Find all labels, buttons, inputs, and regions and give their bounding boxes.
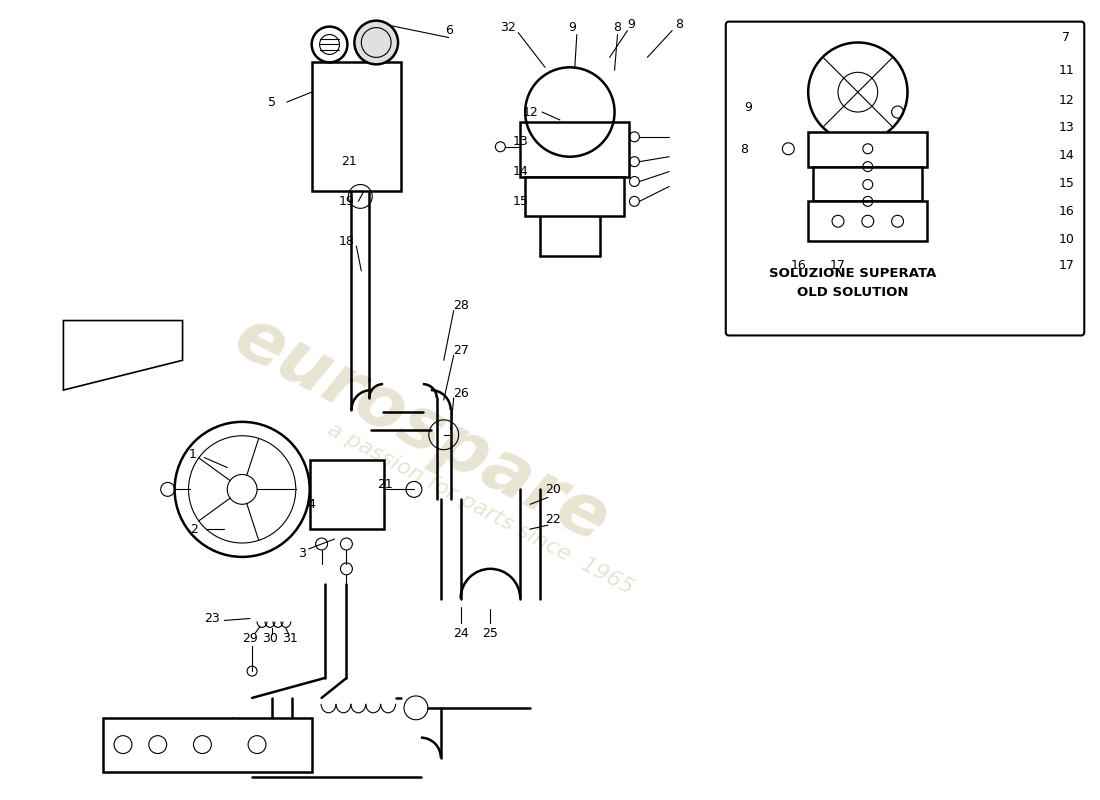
Text: 12: 12 (522, 106, 538, 118)
Bar (311, 62, 402, 191)
Text: 20: 20 (544, 483, 561, 496)
Text: 32: 32 (500, 21, 516, 34)
Text: 21: 21 (341, 155, 358, 168)
Text: 21: 21 (377, 478, 393, 491)
Text: 19: 19 (339, 195, 354, 208)
Text: 6: 6 (444, 24, 452, 37)
Bar (813, 166, 923, 202)
Text: 17: 17 (1058, 259, 1075, 273)
Text: 15: 15 (513, 195, 528, 208)
Text: 8: 8 (739, 143, 748, 156)
Bar (525, 177, 625, 216)
Text: 7: 7 (1063, 31, 1070, 44)
Text: 5: 5 (268, 95, 276, 109)
Text: OLD SOLUTION: OLD SOLUTION (798, 286, 909, 299)
Text: 3: 3 (298, 547, 306, 561)
Text: 26: 26 (453, 386, 469, 399)
Text: 10: 10 (1058, 233, 1075, 246)
Text: 13: 13 (1058, 122, 1075, 134)
Text: 1: 1 (188, 448, 197, 461)
Polygon shape (64, 321, 183, 390)
Text: 28: 28 (453, 299, 469, 312)
Text: 4: 4 (308, 498, 316, 510)
Text: 12: 12 (1058, 94, 1075, 106)
Text: eurospare: eurospare (222, 302, 619, 558)
Text: 25: 25 (483, 627, 498, 640)
Text: 8: 8 (675, 18, 683, 31)
Text: 9: 9 (745, 101, 752, 114)
Circle shape (404, 696, 428, 720)
Bar (310, 459, 384, 529)
Text: 8: 8 (614, 21, 622, 34)
Text: 18: 18 (339, 234, 354, 248)
Circle shape (354, 21, 398, 64)
Text: 14: 14 (1058, 150, 1075, 162)
Text: 13: 13 (513, 135, 528, 148)
Text: a passion for parts since  1965: a passion for parts since 1965 (324, 420, 637, 598)
FancyBboxPatch shape (726, 22, 1085, 335)
Text: 11: 11 (1058, 64, 1075, 77)
Bar (103, 718, 311, 772)
Text: 15: 15 (1058, 177, 1075, 190)
Text: 22: 22 (546, 513, 561, 526)
Bar (808, 132, 927, 166)
Text: 14: 14 (513, 165, 528, 178)
Text: 24: 24 (453, 627, 469, 640)
Text: 23: 23 (205, 612, 220, 625)
Text: 9: 9 (627, 18, 636, 31)
Text: 9: 9 (568, 21, 575, 34)
Text: 17: 17 (830, 259, 846, 273)
Text: 27: 27 (453, 344, 469, 357)
Bar (808, 202, 927, 241)
Text: 30: 30 (262, 632, 278, 645)
Text: 31: 31 (282, 632, 298, 645)
Text: SOLUZIONE SUPERATA: SOLUZIONE SUPERATA (769, 267, 936, 280)
Bar (520, 122, 629, 177)
Text: 16: 16 (1058, 205, 1075, 218)
Text: 29: 29 (242, 632, 258, 645)
Text: 2: 2 (190, 522, 198, 535)
Text: 16: 16 (791, 259, 806, 273)
